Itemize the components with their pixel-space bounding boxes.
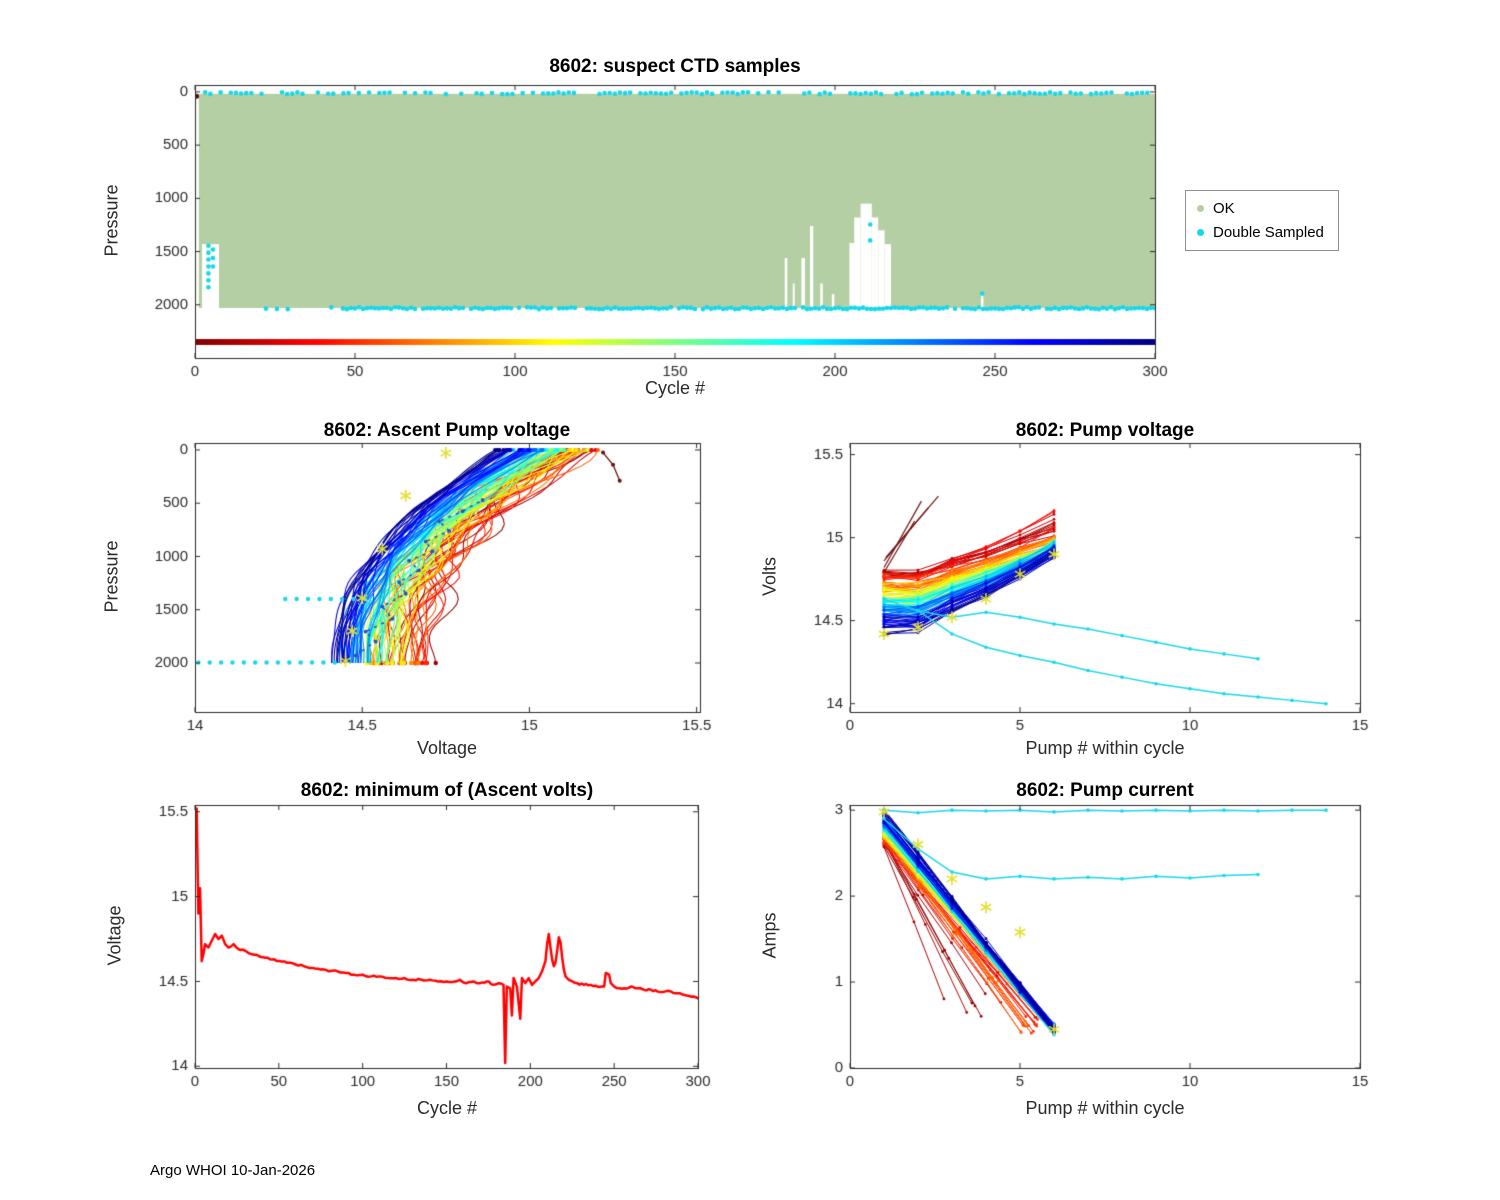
- minvolts-ylabel: Voltage: [104, 905, 125, 966]
- pumpc-plot-canvas: [795, 792, 1395, 1092]
- legend-marker-double-sampled-icon: [1197, 229, 1204, 236]
- ctd-title: 8602: suspect CTD samples: [549, 56, 801, 77]
- ascent-xlabel: Voltage: [416, 738, 478, 758]
- pumpv-plot-canvas: [795, 430, 1395, 740]
- ascent-plot-canvas: [140, 430, 740, 740]
- pumpc-ylabel: Amps: [759, 912, 780, 959]
- legend-label-ok: OK: [1213, 200, 1235, 217]
- ascent-ylabel: Pressure: [101, 540, 122, 613]
- footer-text: Argo WHOI 10-Jan-2026: [150, 1162, 316, 1179]
- ctd-plot-canvas: [150, 72, 1190, 392]
- legend-item-ok: OK: [1197, 200, 1324, 217]
- legend-marker-ok-icon: [1197, 205, 1204, 212]
- ctd-ylabel: Pressure: [101, 184, 122, 257]
- minvolts-xlabel: Cycle #: [416, 1098, 478, 1118]
- minvolts-plot-canvas: [140, 792, 740, 1092]
- pumpv-ylabel: Volts: [759, 556, 780, 597]
- legend: OK Double Sampled: [1185, 190, 1339, 251]
- pumpv-xlabel: Pump # within cycle: [1025, 738, 1185, 758]
- legend-label-double-sampled: Double Sampled: [1213, 224, 1324, 241]
- legend-item-double-sampled: Double Sampled: [1197, 224, 1324, 241]
- pumpc-xlabel: Pump # within cycle: [1025, 1098, 1185, 1118]
- ctd-xlabel: Cycle #: [644, 378, 706, 398]
